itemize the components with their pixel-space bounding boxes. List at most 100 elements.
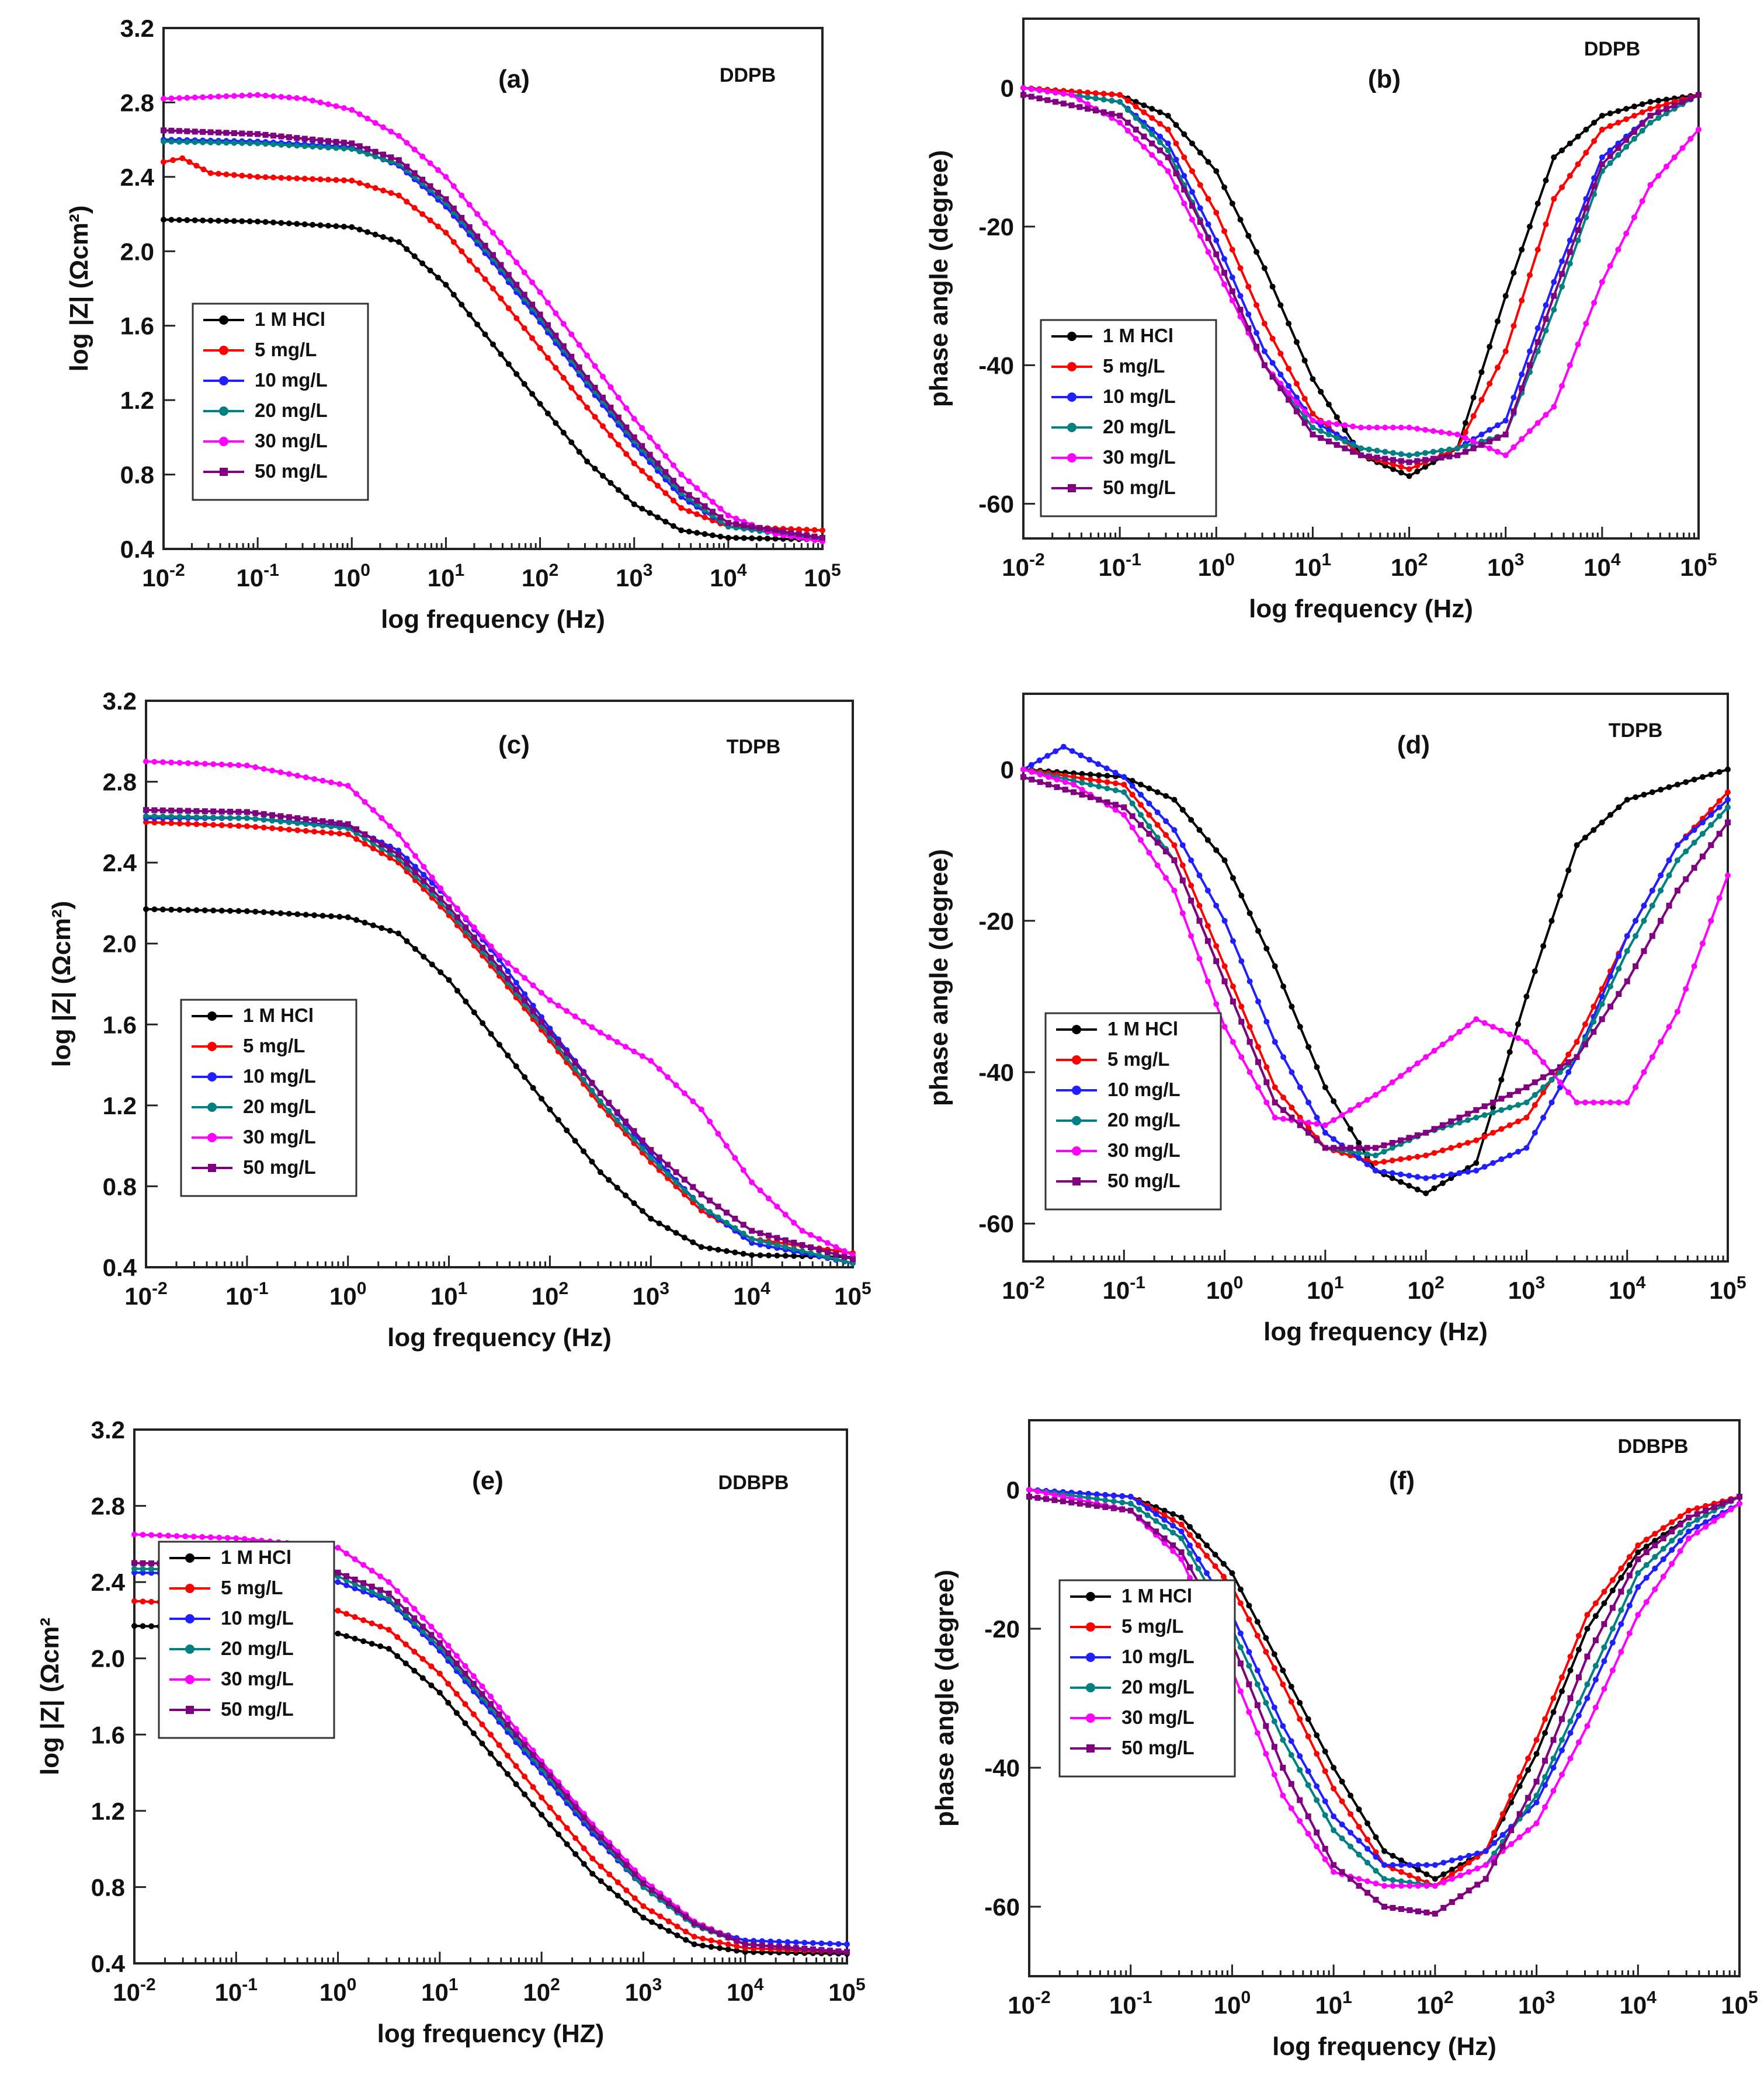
data-point xyxy=(1334,414,1340,420)
data-point xyxy=(1165,147,1171,154)
data-point xyxy=(1473,1016,1480,1023)
data-point xyxy=(555,1814,562,1821)
data-point xyxy=(454,988,460,994)
data-point xyxy=(572,1835,579,1841)
data-point xyxy=(678,471,685,478)
data-point xyxy=(286,771,292,777)
data-point xyxy=(310,144,316,150)
data-point xyxy=(480,1020,486,1026)
data-point xyxy=(1559,1737,1565,1743)
data-point xyxy=(386,1646,392,1652)
data-point xyxy=(581,1076,587,1083)
data-point xyxy=(835,1948,842,1955)
y-tick-label: 0 xyxy=(1001,75,1014,102)
data-point xyxy=(370,922,376,929)
data-point xyxy=(1557,1069,1563,1075)
data-point xyxy=(639,425,645,431)
data-point xyxy=(1087,776,1093,783)
data-point xyxy=(1423,1909,1430,1915)
data-point xyxy=(404,140,410,146)
data-point xyxy=(584,352,591,359)
data-point xyxy=(1431,1126,1437,1132)
data-point xyxy=(1583,214,1589,221)
data-point xyxy=(1037,771,1043,778)
data-point xyxy=(353,826,360,832)
data-point xyxy=(670,498,676,504)
data-point xyxy=(1136,1514,1143,1521)
data-point xyxy=(1297,1699,1303,1706)
data-point xyxy=(202,907,208,913)
data-point xyxy=(717,514,724,520)
data-point xyxy=(639,468,645,474)
data-point xyxy=(1389,1145,1395,1151)
data-point xyxy=(1446,430,1453,437)
legend-item-c5: 5 mg/L xyxy=(192,1035,305,1056)
data-point xyxy=(1414,1132,1421,1138)
data-point xyxy=(1297,1084,1303,1090)
data-point xyxy=(1181,186,1187,193)
data-point xyxy=(428,1663,435,1670)
data-point xyxy=(168,820,175,826)
data-point xyxy=(1720,1500,1726,1507)
data-point xyxy=(1238,1018,1245,1025)
data-point xyxy=(1423,1152,1429,1159)
legend-item-c30: 30 mg/L xyxy=(203,430,328,451)
data-point xyxy=(360,1584,367,1591)
data-point xyxy=(749,1179,755,1185)
data-point xyxy=(1584,1612,1591,1618)
data-point xyxy=(1462,429,1468,436)
data-point xyxy=(1677,1513,1683,1520)
legend-item-c50: 50 mg/L xyxy=(192,1156,316,1178)
legend-item-c20: 20 mg/L xyxy=(203,399,328,421)
data-point xyxy=(1364,1878,1371,1885)
data-point xyxy=(1633,1084,1639,1090)
data-point xyxy=(1068,92,1075,98)
data-point xyxy=(192,139,198,145)
data-point xyxy=(1204,1542,1210,1549)
data-point xyxy=(1119,1506,1126,1513)
data-point xyxy=(1599,113,1605,119)
data-point xyxy=(1694,1524,1700,1530)
data-point xyxy=(1305,1129,1312,1136)
data-point xyxy=(589,1870,596,1877)
data-point xyxy=(277,826,284,832)
data-point xyxy=(1149,106,1155,112)
data-point xyxy=(1631,135,1637,142)
data-point xyxy=(710,509,716,515)
legend-swatch-marker xyxy=(207,1042,217,1051)
x-axis-title: log frequency (HZ) xyxy=(377,2019,605,2048)
data-point xyxy=(1694,1517,1700,1523)
y-tick-label: -20 xyxy=(984,1615,1020,1643)
legend-item-c30: 30 mg/L xyxy=(1070,1706,1194,1728)
data-point xyxy=(459,214,465,221)
data-point xyxy=(1582,1099,1588,1105)
data-point xyxy=(1366,425,1372,431)
data-point xyxy=(1498,1107,1505,1113)
data-point xyxy=(1599,161,1605,168)
data-point xyxy=(568,439,575,446)
data-point xyxy=(218,908,225,914)
data-point xyxy=(1398,1869,1404,1875)
data-point xyxy=(600,373,606,380)
data-point xyxy=(261,825,267,831)
data-point xyxy=(218,815,225,821)
data-point xyxy=(176,906,183,913)
data-point xyxy=(496,965,502,971)
data-point xyxy=(231,172,237,178)
data-point xyxy=(356,227,363,233)
data-point xyxy=(1414,451,1421,457)
data-point xyxy=(1325,401,1332,408)
data-point xyxy=(207,129,214,135)
data-point xyxy=(686,492,692,498)
data-point xyxy=(1253,343,1260,350)
data-point xyxy=(335,1630,341,1637)
data-point xyxy=(1297,1818,1303,1824)
data-point xyxy=(1325,420,1332,426)
data-point xyxy=(530,1784,536,1790)
data-point xyxy=(185,820,192,827)
legend-swatch-marker xyxy=(1072,1025,1081,1034)
data-point xyxy=(1205,235,1211,241)
data-point xyxy=(450,206,457,212)
data-point xyxy=(286,134,292,140)
data-point xyxy=(707,1245,713,1251)
